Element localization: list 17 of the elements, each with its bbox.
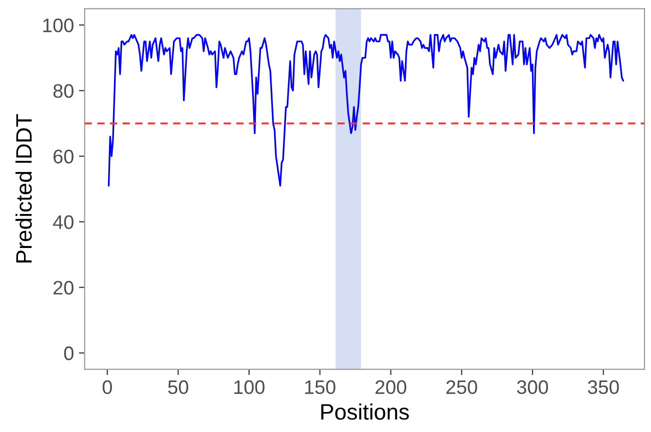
x-tick-label: 100	[234, 380, 265, 394]
x-tick-label: 50	[168, 380, 188, 394]
y-tick-label: 40	[53, 215, 74, 230]
line-series	[108, 34, 624, 187]
x-tick-label: 300	[517, 380, 548, 394]
y-tick-label: 20	[54, 280, 74, 295]
y-axis-title: Predicted lDDT	[16, 114, 32, 263]
y-tick-label: 60	[54, 150, 74, 164]
x-tick-label: 350	[588, 380, 619, 394]
x-tick-label: 250	[446, 380, 478, 394]
y-tick-label: 0	[64, 346, 74, 360]
x-axis-title: Positions	[321, 403, 409, 420]
x-tick-label: 150	[305, 380, 336, 394]
x-tick-label: 0	[102, 380, 112, 394]
y-tick-label: 100	[43, 18, 74, 32]
y-tick-label: 80	[53, 84, 74, 98]
x-tick-label: 200	[376, 380, 406, 394]
